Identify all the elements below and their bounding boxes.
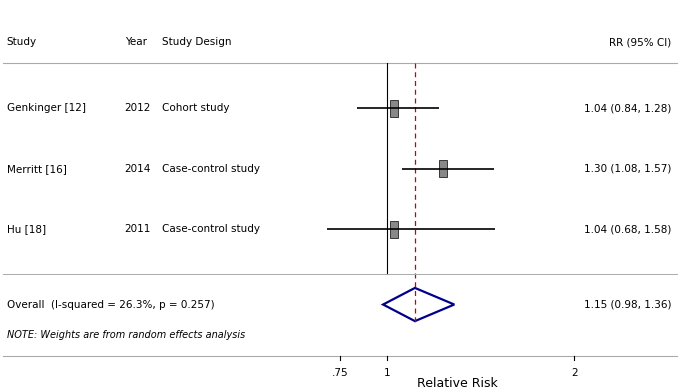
Text: Year: Year [124,37,147,47]
Text: .75: .75 [332,368,348,378]
Text: Genkinger [12]: Genkinger [12] [7,103,86,113]
Text: 1.04 (0.84, 1.28): 1.04 (0.84, 1.28) [584,103,672,113]
Text: Relative Risk: Relative Risk [417,377,498,389]
Bar [390,100,398,117]
Text: NOTE: Weights are from random effects analysis: NOTE: Weights are from random effects an… [7,330,245,340]
Text: Cohort study: Cohort study [162,103,230,113]
Text: 1.15 (0.98, 1.36): 1.15 (0.98, 1.36) [584,300,672,310]
Text: Study Design: Study Design [162,37,231,47]
Text: Case-control study: Case-control study [162,164,260,174]
Bar [439,160,447,177]
Text: Study: Study [7,37,37,47]
Bar [390,221,398,238]
Text: Hu [18]: Hu [18] [7,224,46,234]
Text: Merritt [16]: Merritt [16] [7,164,67,174]
Text: 2014: 2014 [124,164,151,174]
Text: 1: 1 [384,368,390,378]
Text: 1.04 (0.68, 1.58): 1.04 (0.68, 1.58) [584,224,672,234]
Text: 2012: 2012 [124,103,151,113]
Text: 1.30 (1.08, 1.57): 1.30 (1.08, 1.57) [584,164,672,174]
Text: Case-control study: Case-control study [162,224,260,234]
Text: Overall  (I-squared = 26.3%, p = 0.257): Overall (I-squared = 26.3%, p = 0.257) [7,300,214,310]
Text: 2011: 2011 [124,224,151,234]
Text: RR (95% CI): RR (95% CI) [609,37,672,47]
Text: 2: 2 [571,368,577,378]
